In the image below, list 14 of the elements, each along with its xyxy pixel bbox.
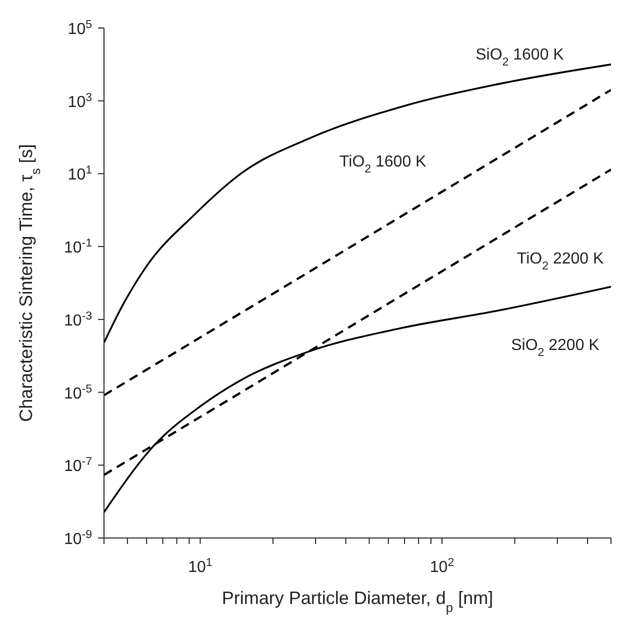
y-tick-label: 10$^{1}$ [68, 164, 92, 184]
annotation: SiO$_{2}$ 1600 K [476, 46, 564, 68]
annotation: TiO$_{2}$ 1600 K [339, 154, 427, 176]
annotation: SiO$_{2}$ 2200 K [511, 337, 600, 360]
x-axis-title: Primary Particle Diameter, d$_{p}$ [nm] [222, 588, 494, 614]
y-tick-label: 10$^{-3}$ [64, 310, 92, 330]
y-tick-label: 10$^{-5}$ [64, 383, 92, 402]
y-tick-label: 10$^{3}$ [68, 92, 92, 111]
x-tick-label: 10$^{2}$ [430, 557, 454, 576]
y-tick-label: 10$^{-1}$ [64, 238, 92, 257]
annotation: TiO$_{2}$ 2200 K [516, 250, 604, 272]
y-tick-label: 10$^{-9}$ [64, 529, 92, 548]
y-tick-label: 10$^{5}$ [68, 19, 92, 38]
y-tick-label: 10$^{-7}$ [64, 456, 92, 476]
